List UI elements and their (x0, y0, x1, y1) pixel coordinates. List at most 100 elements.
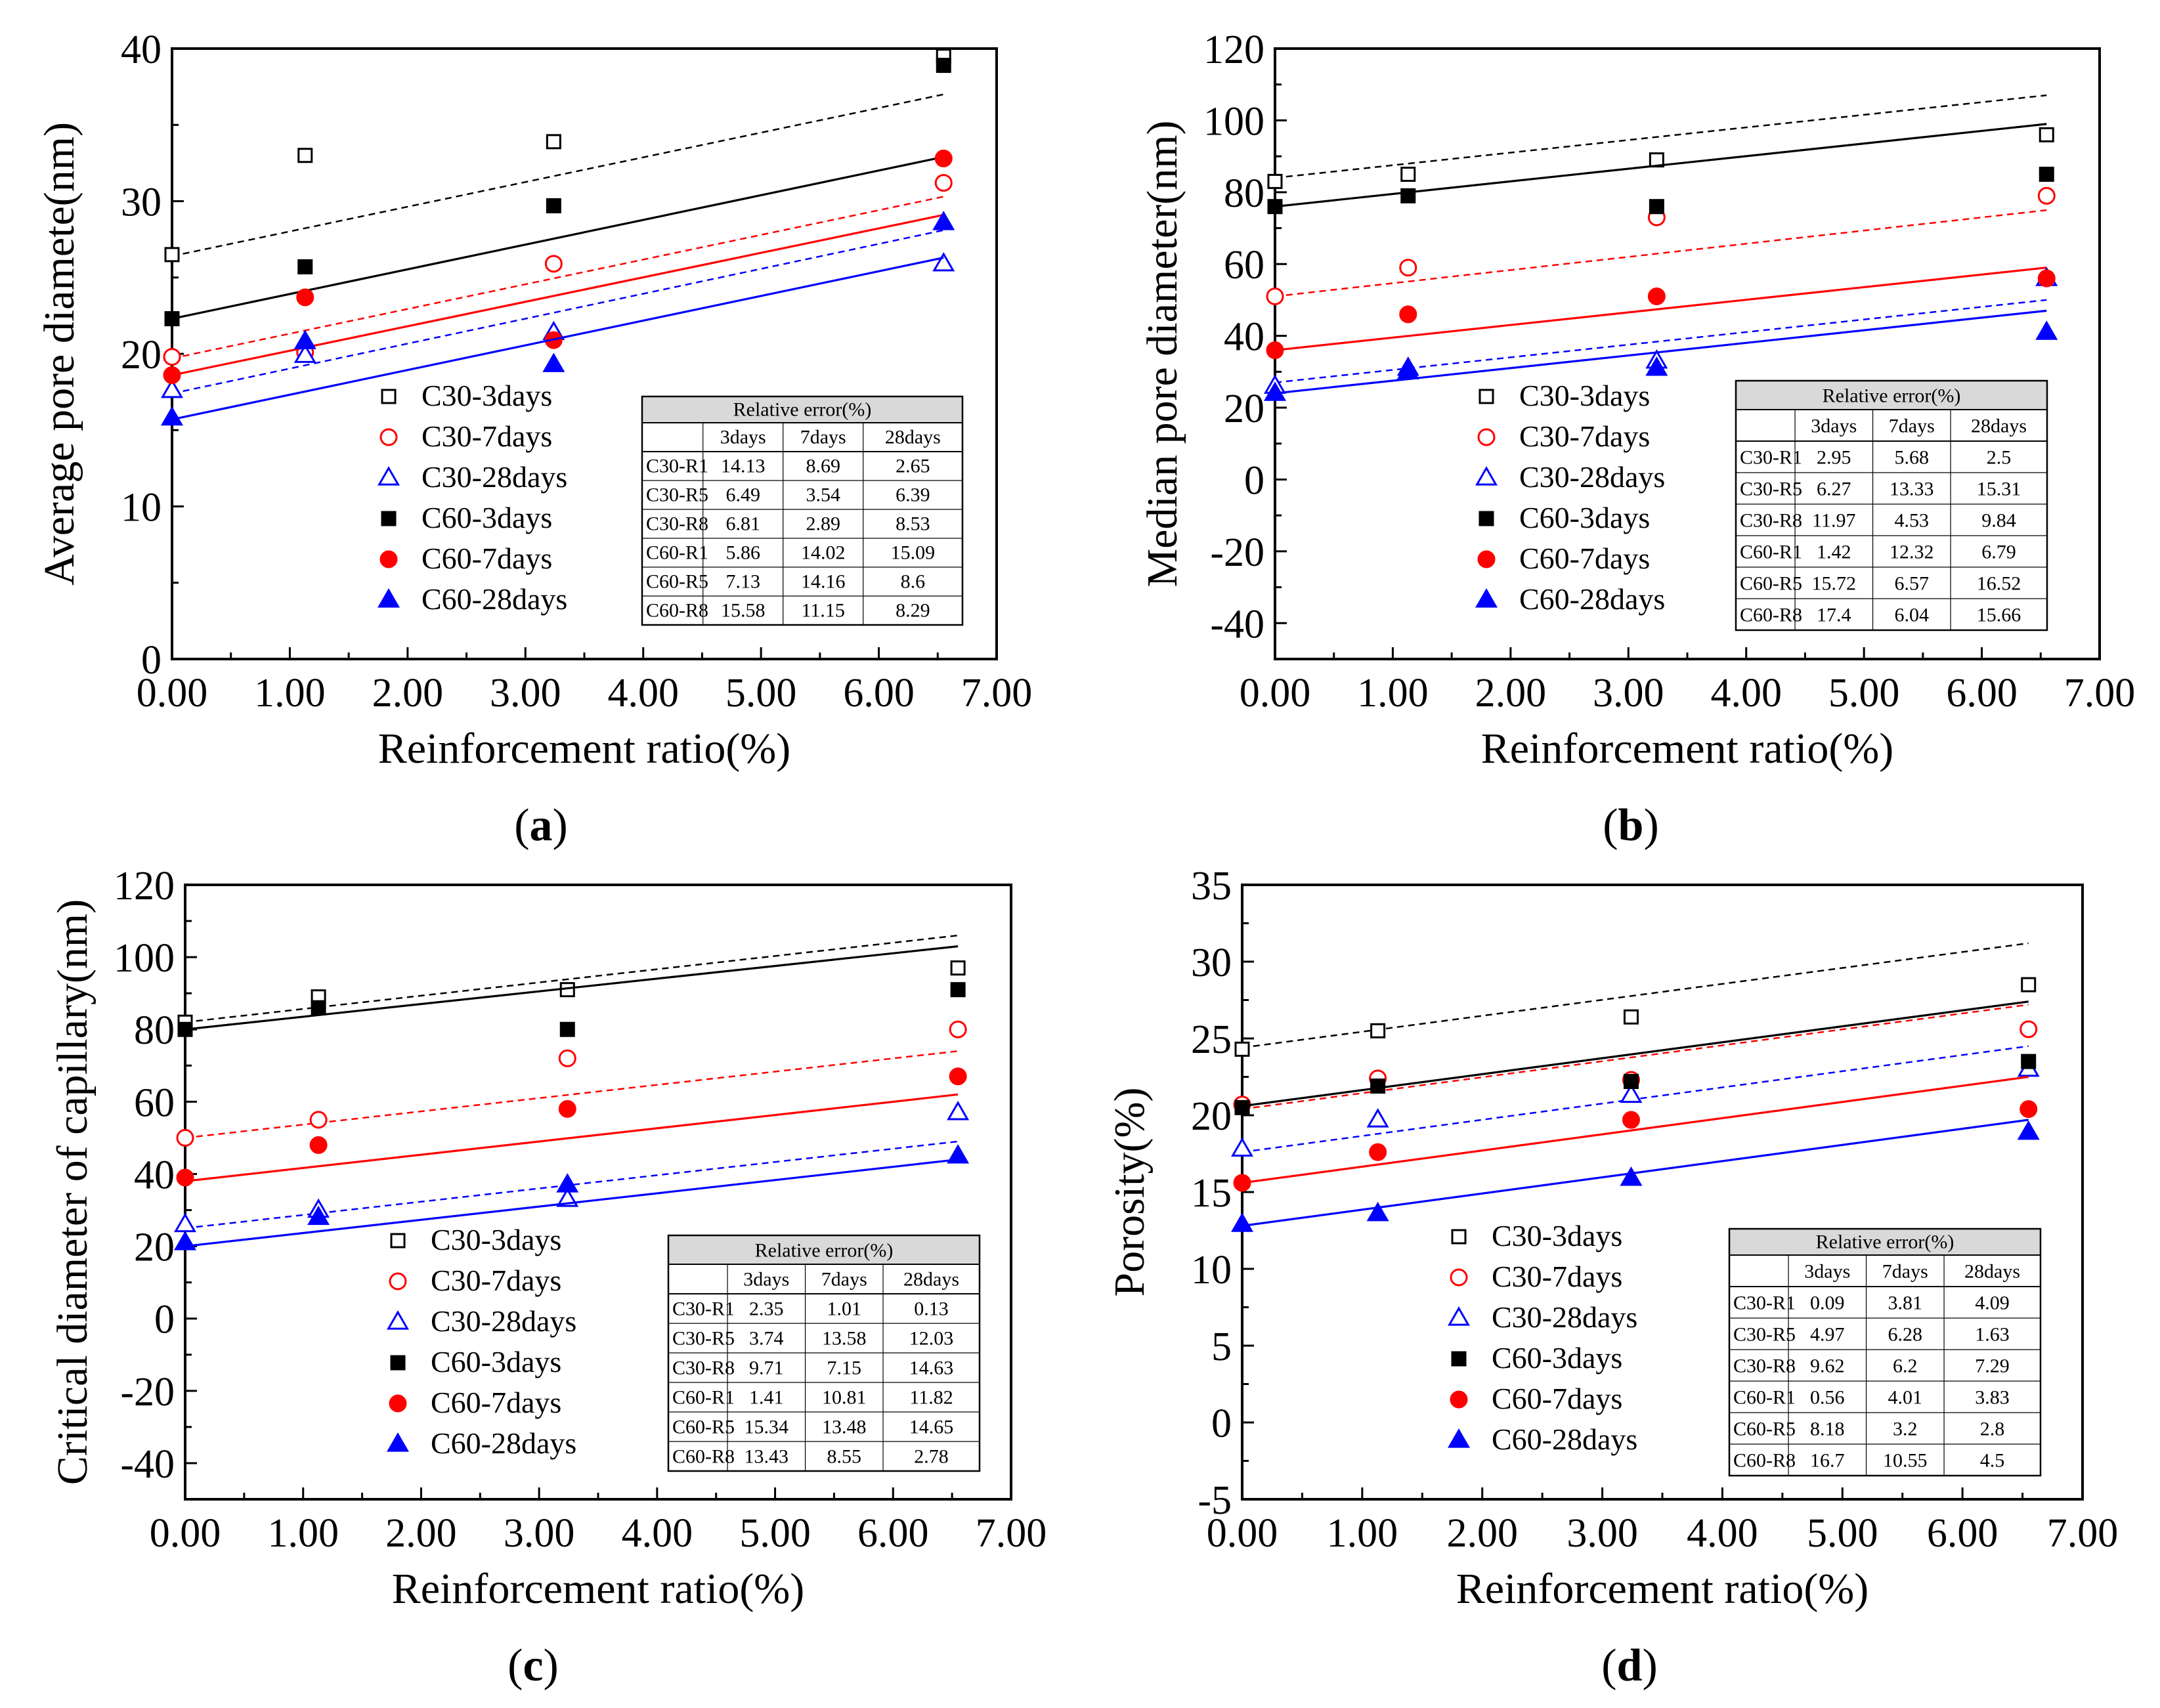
data-point-C30-3days (297, 148, 313, 163)
legend-item: C30-3days (1492, 1219, 1622, 1252)
table-cell: 5.86 (725, 542, 760, 564)
table-cell: 13.33 (1890, 479, 1934, 500)
y-tick-label: 40 (1224, 315, 1264, 360)
table-cell: C60-R5 (1733, 1419, 1796, 1440)
y-axis-title: Average pore diamete(nm) (35, 122, 83, 586)
legend-marker (1475, 466, 1498, 486)
legend-item: C30-7days (431, 1264, 561, 1297)
table-header-cell: 28days (885, 427, 941, 448)
error-table-frame (1728, 1228, 2042, 1477)
fit-line-C30-3days (184, 934, 959, 1023)
table-header-cell: 3days (720, 427, 766, 448)
fit-line-C30-28days (184, 1140, 959, 1229)
x-tick-label: 2.00 (1475, 671, 1547, 715)
data-point-C30-3days (1370, 1023, 1386, 1038)
panel-label: (d) (1601, 1640, 1658, 1691)
x-axis-title: Reinforcement ratio(%) (378, 725, 791, 773)
legend-marker (379, 550, 398, 568)
y-tick-label: 10 (121, 486, 162, 530)
table-cell: C60-R5 (672, 1416, 735, 1438)
table-cell: 15.58 (721, 600, 766, 622)
x-tick-label: 2.00 (385, 1511, 457, 1556)
table-cell: C30-R8 (1740, 510, 1802, 532)
table-cell: C30-R8 (672, 1357, 735, 1378)
data-point-C60-7days (2037, 269, 2056, 288)
legend-item: C30-7days (1492, 1260, 1622, 1293)
table-cell: 2.8 (1980, 1419, 2005, 1440)
y-axis-title: Critical diameter of capillary(nm) (49, 899, 97, 1485)
data-point-C60-3days (1623, 1074, 1639, 1090)
data-point-C30-28days (1620, 1083, 1643, 1103)
table-cell: 10.81 (822, 1386, 867, 1408)
chart-panel-a: 0.00 1.00 2.00 3.00 4.00 5.00 6.00 7.00 0 10 20 30 4… (35, 28, 1032, 851)
legend-item: C30-3days (431, 1223, 561, 1256)
y-tick-label: 0 (154, 1298, 175, 1342)
x-tick-label: 1.00 (254, 671, 326, 715)
table-cell: C60-R1 (672, 1386, 735, 1408)
data-point-C60-28days (1264, 381, 1286, 401)
table-cell: 3.83 (1975, 1387, 2010, 1409)
data-point-C30-28days (293, 343, 316, 363)
y-tick-label: 0 (1244, 458, 1264, 503)
panel-label-close: ) (553, 800, 568, 851)
y-tick-label: -40 (1210, 602, 1264, 647)
y-tick-label: 20 (134, 1226, 175, 1270)
data-point-C60-28days (2035, 320, 2058, 340)
legend-item: C30-28days (431, 1304, 576, 1338)
data-point-C60-28days (2017, 1120, 2040, 1140)
legend-item: C30-28days (1492, 1300, 1637, 1334)
table-cell: 0.13 (914, 1298, 949, 1319)
data-point-C30-7days (163, 348, 181, 366)
table-title-bg (641, 396, 963, 423)
table-cell: 2.35 (749, 1298, 784, 1319)
data-point-C30-3days (164, 247, 180, 263)
table-cell: 13.48 (822, 1416, 867, 1438)
table-cell: 0.09 (1810, 1292, 1845, 1314)
table-cell: 6.2 (1893, 1356, 1918, 1377)
legend-marker (387, 1432, 409, 1452)
legend-item: C60-3days (1519, 501, 1650, 534)
y-tick-label: 40 (134, 1153, 175, 1197)
chart-panel-d: 0.00 1.00 2.00 3.00 4.00 5.00 6.00 7.00 -5 0 5 10 15… (1106, 864, 2118, 1691)
table-cell: 8.55 (827, 1445, 862, 1467)
y-tick-label: 120 (114, 864, 175, 908)
legend-marker (1450, 1390, 1468, 1409)
fit-line-C30-7days (171, 196, 944, 360)
legend-marker (1448, 1306, 1470, 1326)
table-cell: 4.53 (1895, 510, 1930, 532)
legend-item: C30-7days (421, 419, 552, 453)
table-cell: 14.16 (801, 571, 846, 593)
x-axis-title: Reinforcement ratio(%) (1481, 725, 1894, 773)
legend-marker (1448, 1428, 1470, 1448)
data-point-C60-3days (1400, 188, 1416, 203)
y-tick-label: -20 (1210, 530, 1264, 575)
x-tick-label: 6.00 (843, 671, 915, 715)
y-tick-label: 40 (121, 28, 162, 72)
x-tick-label: 7.00 (976, 1511, 1047, 1556)
data-point-C30-7days (309, 1111, 328, 1129)
data-point-C60-28days (1231, 1212, 1253, 1232)
table-cell: 1.41 (749, 1386, 784, 1408)
table-cell: 12.03 (909, 1327, 954, 1349)
table-header-cell: 3days (743, 1268, 789, 1290)
table-cell: 14.63 (909, 1357, 954, 1378)
table-cell: C60-R1 (1733, 1387, 1796, 1409)
fit-line-C30-3days (1242, 942, 2029, 1049)
table-cell: 15.31 (1977, 479, 2021, 500)
table-cell: 8.18 (1810, 1419, 1845, 1440)
data-point-C60-7days (1399, 305, 1417, 324)
data-point-C30-28days (947, 1100, 970, 1121)
table-cell: 5.68 (1895, 447, 1930, 469)
table-cell: 14.13 (721, 456, 766, 477)
data-point-C60-3days (311, 1000, 326, 1015)
data-point-C60-3days (2021, 1054, 2037, 1069)
data-point-C30-7days (1266, 287, 1284, 305)
table-header-cell: 3days (1804, 1261, 1850, 1283)
error-table-frame (641, 395, 964, 626)
legend-item: C30-3days (421, 379, 552, 412)
table-cell: 6.57 (1895, 573, 1930, 595)
y-tick-label: 120 (1203, 28, 1264, 72)
table-cell: C30-R1 (1733, 1292, 1796, 1314)
table-cell: C60-R5 (1740, 573, 1802, 595)
y-tick-label: 10 (1191, 1248, 1232, 1292)
